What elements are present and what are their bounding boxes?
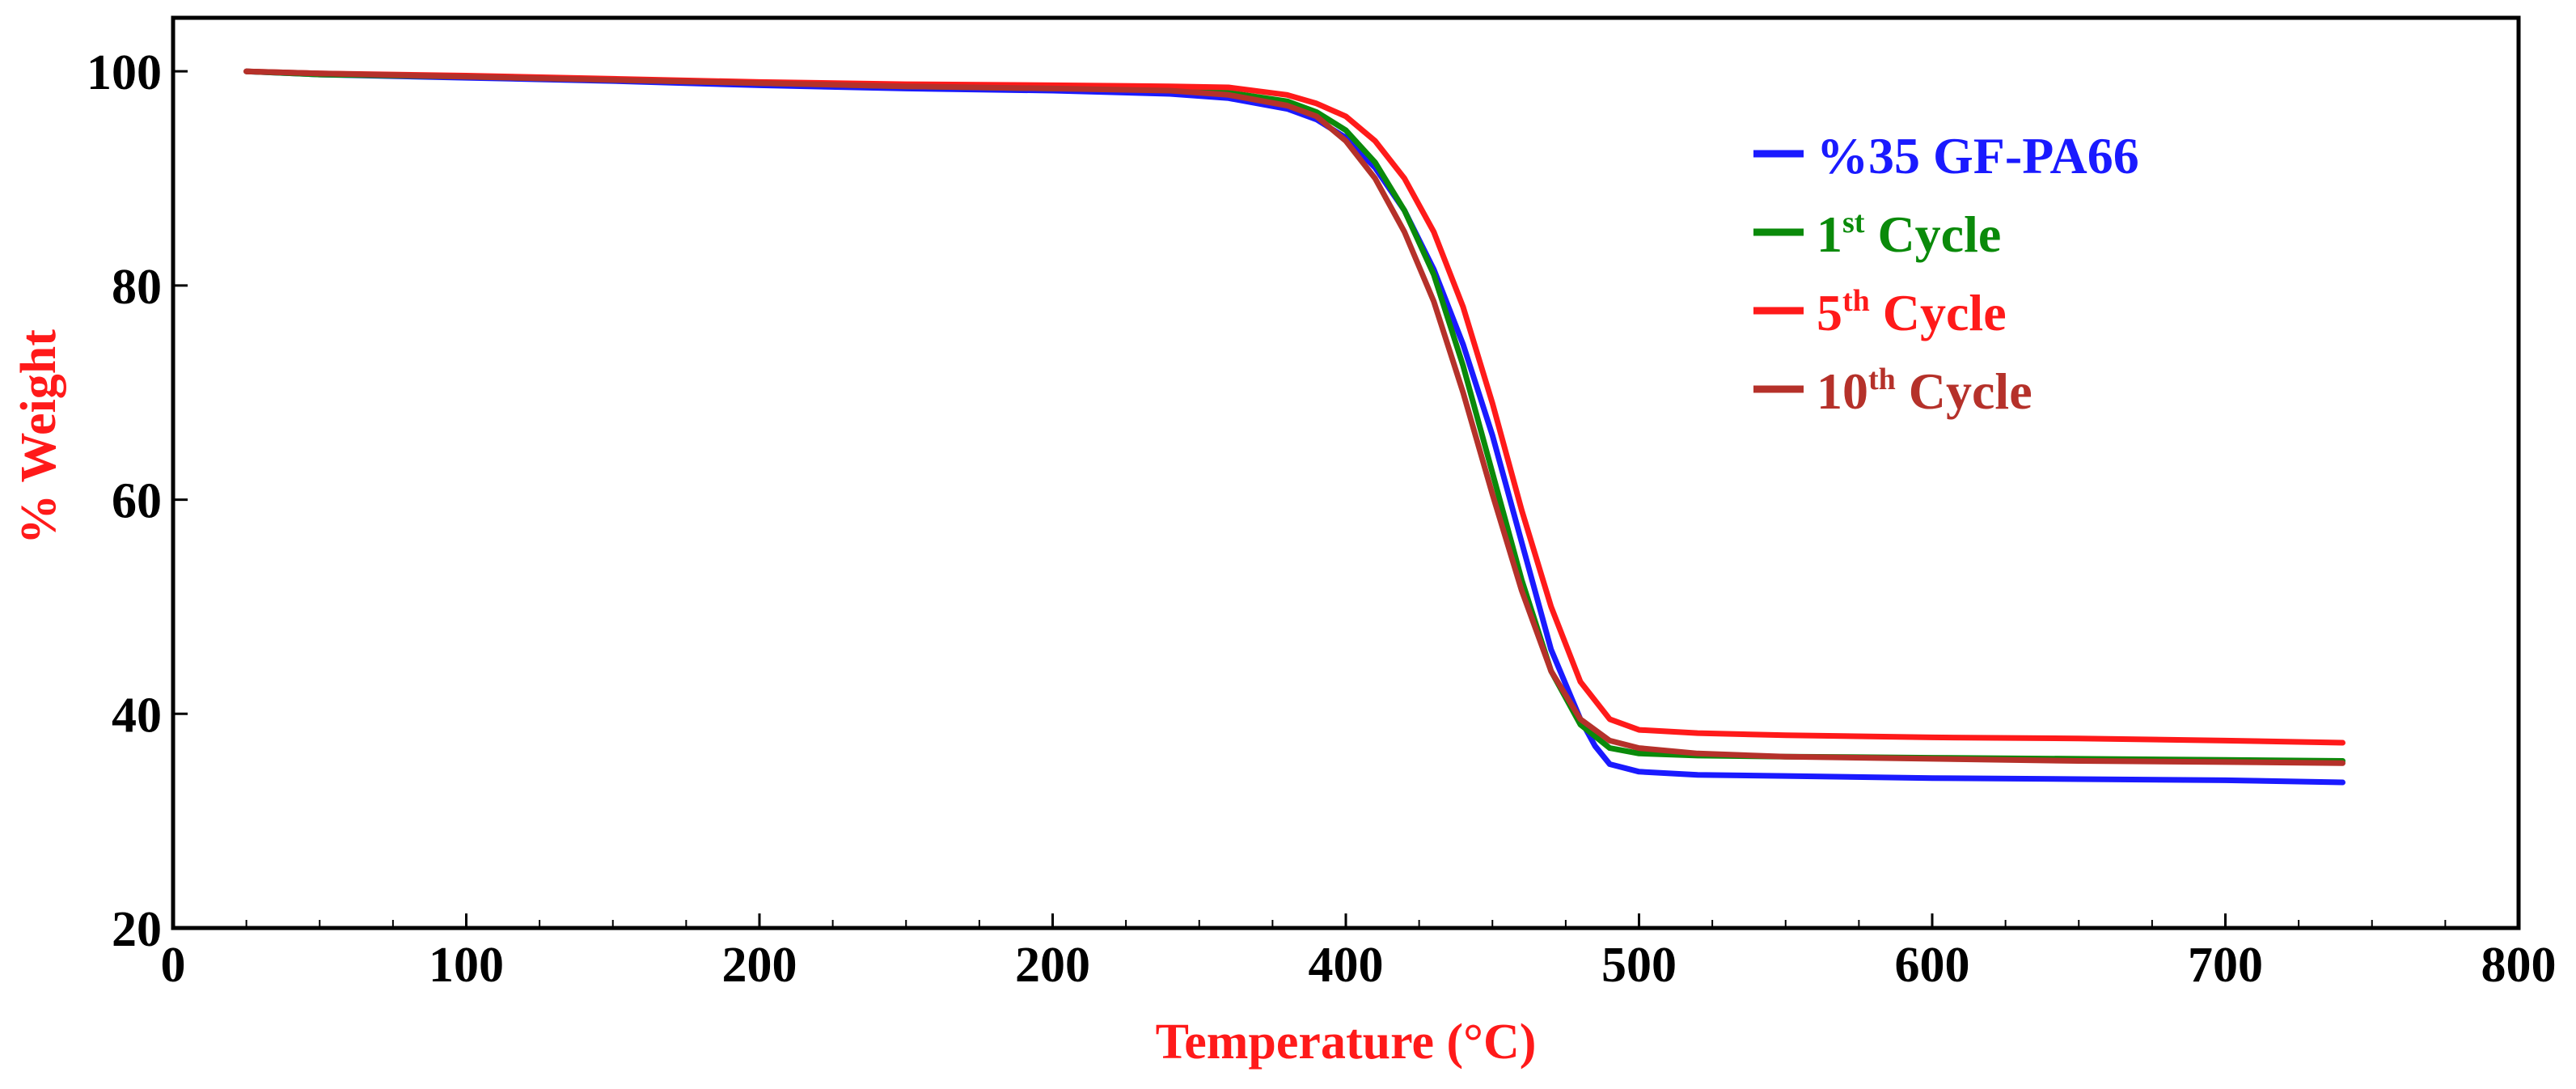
x-axis-title: Temperature (°C) bbox=[1156, 1015, 1537, 1070]
x-tick-label: 0 bbox=[161, 938, 186, 993]
x-tick-label: 800 bbox=[2481, 938, 2557, 993]
y-tick-label: 100 bbox=[87, 45, 162, 100]
x-tick-label: 600 bbox=[1895, 938, 1970, 993]
y-axis-title: % Weight bbox=[11, 329, 66, 544]
x-tick-label: 200 bbox=[1015, 938, 1090, 993]
x-tick-label: 500 bbox=[1601, 938, 1677, 993]
x-tick-label: 400 bbox=[1309, 938, 1384, 993]
x-tick-label: 700 bbox=[2188, 938, 2263, 993]
series-line-4 bbox=[243, 68, 2345, 766]
x-tick-label: 200 bbox=[722, 938, 797, 993]
y-tick-label: 60 bbox=[112, 474, 162, 529]
x-tick-label: 100 bbox=[429, 938, 504, 993]
legend-label-3: 5th Cycle bbox=[1817, 284, 2007, 341]
y-tick-label: 20 bbox=[112, 902, 162, 957]
y-tick-label: 40 bbox=[112, 688, 162, 743]
legend-label-4: 10th Cycle bbox=[1817, 362, 2032, 420]
y-tick-label: 80 bbox=[112, 260, 162, 315]
plot-frame bbox=[171, 15, 2521, 930]
series-layer bbox=[243, 68, 2345, 786]
legend-label-1: %35 GF-PA66 bbox=[1817, 127, 2139, 184]
legend: %35 GF-PA66 1st Cycle 5th Cycle 10th Cycle bbox=[1753, 127, 2139, 420]
ticks-layer: 0 100 200 200 400 500 600 700 800 20 40 60 80 100 bbox=[87, 45, 2557, 993]
legend-label-2: 1st Cycle bbox=[1817, 206, 2001, 263]
